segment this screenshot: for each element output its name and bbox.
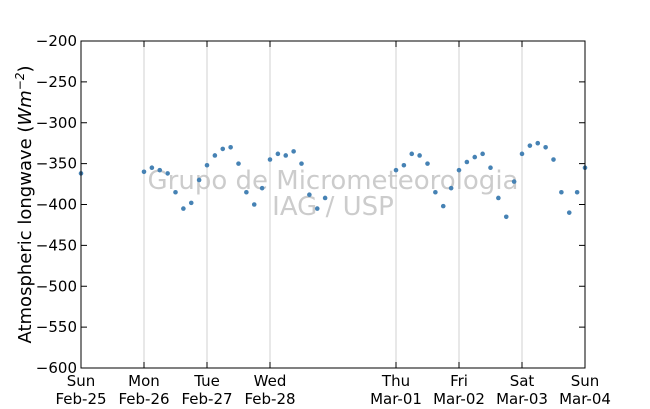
data-point	[228, 144, 233, 150]
y-tick-label: −450	[36, 236, 77, 254]
data-point	[464, 159, 470, 165]
data-point	[251, 202, 257, 207]
data-point	[409, 151, 415, 157]
data-point	[212, 153, 218, 158]
y-axis-label: Atmospheric longwave (Wm−2)	[13, 65, 36, 343]
data-point	[291, 149, 296, 154]
y-axis: −200 −250 −300 −350 −400 −450 −500 −550 −600	[36, 32, 585, 377]
x-tick-label-date: Feb-28	[244, 390, 295, 408]
data-point	[393, 167, 399, 173]
data-point	[299, 161, 304, 166]
x-tick-label-day: Mon	[128, 372, 160, 390]
x-tick-label-date: Feb-27	[181, 390, 232, 408]
x-tick-label-day: Sun	[571, 372, 600, 390]
data-point	[566, 210, 572, 215]
watermark-line-2: IAG / USP	[272, 192, 394, 222]
data-point	[157, 167, 163, 173]
y-tick-label: −500	[36, 277, 77, 295]
data-point	[425, 161, 430, 166]
y-axis-unit-exponent: −2	[13, 73, 27, 91]
data-point	[519, 151, 525, 157]
data-point	[322, 195, 328, 201]
data-point	[448, 185, 454, 191]
x-tick-label-day: Tue	[193, 372, 220, 390]
data-point	[267, 157, 273, 162]
x-tick-label-date: Mar-02	[433, 390, 485, 408]
x-tick-label-day: Sat	[510, 372, 535, 390]
y-tick-label: −350	[36, 155, 77, 173]
y-tick-label: −600	[36, 359, 77, 377]
data-point	[259, 185, 265, 191]
data-point	[551, 157, 556, 162]
x-tick-label-date: Feb-25	[55, 390, 106, 408]
data-point	[417, 153, 422, 158]
data-point	[165, 171, 170, 176]
data-point	[527, 143, 533, 148]
y-tick-label: −300	[36, 114, 77, 132]
data-point	[204, 162, 210, 168]
x-tick-label-day: Thu	[381, 372, 410, 390]
x-tick-label-date: Mar-04	[559, 390, 611, 408]
x-tick-label-day: Wed	[254, 372, 287, 390]
data-point	[511, 179, 517, 184]
data-point	[188, 200, 194, 206]
data-point	[574, 189, 580, 195]
x-tick-label-day: Fri	[450, 372, 468, 390]
x-tick-label-date: Feb-26	[118, 390, 169, 408]
data-point	[275, 151, 281, 157]
data-point	[559, 189, 564, 195]
x-tick-label-day: Sun	[67, 372, 96, 390]
data-point	[196, 177, 202, 183]
data-point	[440, 203, 446, 209]
data-point	[220, 146, 226, 152]
data-point	[433, 189, 438, 195]
data-point	[283, 153, 289, 158]
data-point	[173, 189, 178, 195]
data-point	[480, 151, 485, 157]
data-point	[141, 169, 147, 175]
data-point	[307, 192, 312, 197]
data-point	[535, 140, 541, 146]
data-point	[244, 189, 249, 195]
x-axis: SunFeb-25MonFeb-26TueFeb-27WedFeb-28ThuM…	[55, 41, 611, 408]
y-tick-label: −550	[36, 318, 77, 336]
data-point	[488, 165, 493, 171]
y-tick-label: −250	[36, 73, 77, 91]
watermark: Grupo de Micrometeorologia IAG / USP	[148, 166, 519, 222]
data-point	[503, 214, 509, 220]
data-point	[149, 165, 155, 171]
data-point	[472, 154, 478, 160]
data-point	[181, 206, 186, 211]
data-point	[456, 167, 462, 173]
x-tick-label-date: Mar-01	[370, 390, 422, 408]
data-points	[78, 140, 588, 220]
data-point	[543, 144, 548, 150]
vertical-gridlines	[143, 41, 523, 368]
data-point	[236, 161, 241, 166]
data-point	[401, 162, 407, 168]
x-tick-label-date: Mar-03	[496, 390, 548, 408]
y-axis-unit-base: Wm	[15, 90, 36, 125]
y-axis-label-text: Atmospheric longwave	[15, 138, 36, 343]
watermark-line-1: Grupo de Micrometeorologia	[148, 166, 519, 196]
data-point	[496, 195, 501, 201]
y-tick-label: −400	[36, 196, 77, 214]
data-point	[314, 206, 320, 211]
y-tick-label: −200	[36, 32, 77, 50]
